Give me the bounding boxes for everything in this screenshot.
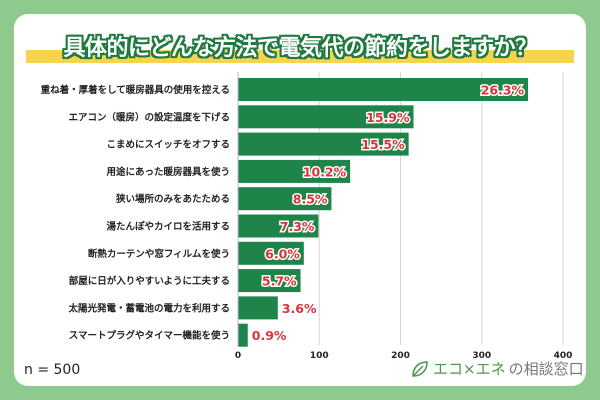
logo-text-gray: の相談窓口 (508, 360, 584, 378)
category-label: こまめにスイッチをオフする (106, 139, 230, 151)
leaf-icon (412, 360, 428, 377)
bar (238, 269, 301, 293)
data-label: 15.5% (361, 137, 405, 152)
bar (238, 323, 248, 347)
category-label: 重ね着・厚着をして暖房器具の使用を控える (41, 84, 230, 96)
bar (238, 105, 414, 129)
category-label: 湯たんぽやカイロを活用する (106, 221, 230, 233)
x-tick-label: 400 (554, 351, 573, 361)
x-tick-label: 0 (235, 351, 241, 361)
title-highlight (26, 50, 574, 63)
bar (238, 78, 529, 101)
bar (238, 159, 351, 183)
data-label: 10.2% (303, 164, 347, 179)
category-label: 用途にあった暖房器具を使う (105, 166, 230, 178)
category-label: 狭い場所のみをあたためる (115, 193, 230, 205)
category-label: 太陽光発電・蓄電池の電力を利用する (68, 302, 230, 314)
bar (238, 296, 278, 320)
data-label: 15.9% (366, 110, 410, 125)
bar (238, 214, 319, 238)
data-label: 7.3% (280, 219, 315, 234)
category-label: エアコン（暖房）の設定温度を下げる (68, 111, 230, 123)
chart-title: 具体的にどんな方法で電気代の節約をしますか？ (63, 36, 537, 61)
x-tick-label: 200 (391, 351, 410, 361)
category-label: 断熱カーテンや窓フィルムを使う (88, 248, 230, 260)
data-label: 8.5% (293, 192, 328, 207)
x-tick-label: 300 (472, 351, 491, 361)
data-label: 3.6% (282, 301, 317, 316)
category-label: スマートプラグやタイマー機能を使う (69, 330, 230, 342)
bar (238, 241, 304, 265)
logo: エコ×エネ の相談窓口 (410, 358, 584, 379)
data-label: 26.3% (481, 83, 525, 98)
data-label: 6.0% (265, 246, 300, 261)
x-tick-label: 100 (310, 351, 329, 361)
data-label: 0.9% (252, 328, 287, 343)
sample-size: n = 500 (24, 362, 81, 378)
logo-text-green: エコ×エネ (433, 360, 506, 378)
title-area: 具体的にどんな方法で電気代の節約をしますか？ (26, 30, 574, 64)
data-label: 5.7% (262, 274, 297, 289)
bar (238, 187, 332, 211)
category-label: 部屋に日が入りやすいように工夫する (69, 275, 230, 287)
bar (238, 132, 409, 156)
